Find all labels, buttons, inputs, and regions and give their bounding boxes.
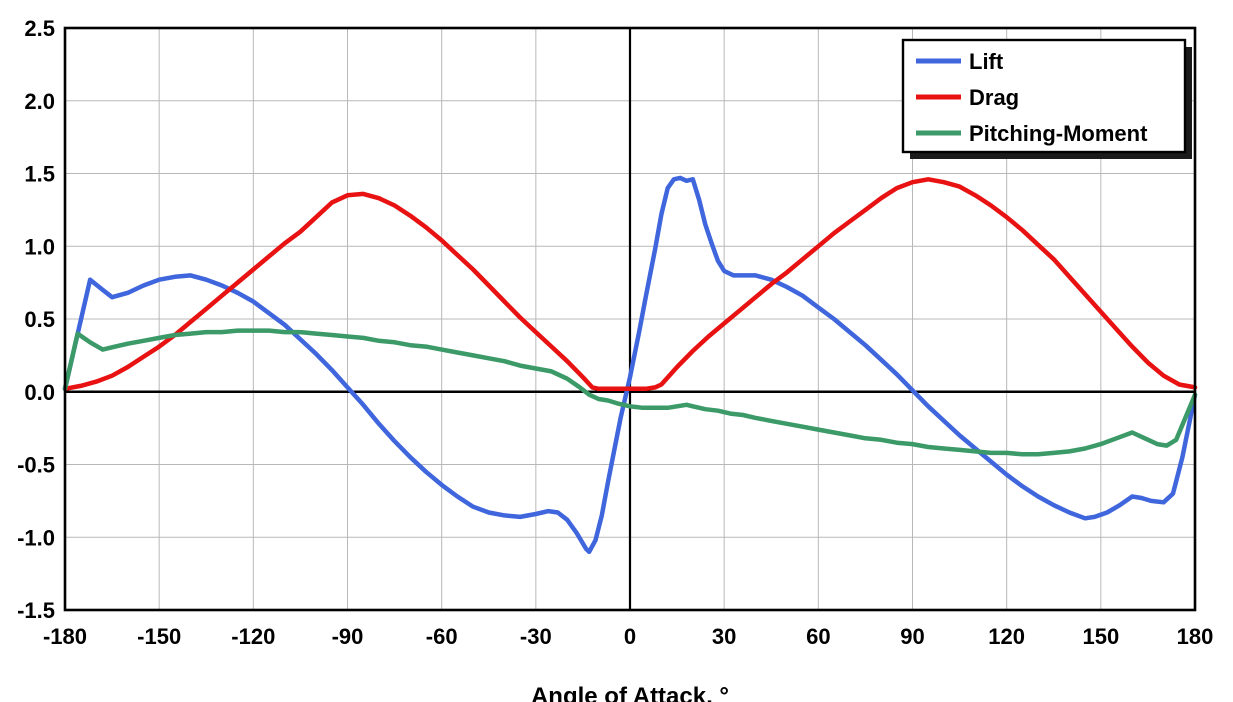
x-tick-label: 180	[1177, 624, 1214, 649]
x-tick-label: 0	[624, 624, 636, 649]
x-tick-label: -30	[520, 624, 552, 649]
x-tick-label: -120	[231, 624, 275, 649]
legend-item-pitching-moment: Pitching-Moment	[916, 121, 1148, 146]
x-tick-label: 30	[712, 624, 736, 649]
y-tick-label: 1.0	[24, 234, 55, 259]
x-tick-label: -180	[43, 624, 87, 649]
y-tick-label: 1.5	[24, 162, 55, 187]
legend-item-lift: Lift	[916, 49, 1004, 74]
y-tick-label: -1.0	[17, 525, 55, 550]
y-tick-label: -1.5	[17, 598, 55, 623]
y-tick-label: 2.0	[24, 89, 55, 114]
legend-label: Pitching-Moment	[969, 121, 1148, 146]
legend: Lift Drag Pitching-Moment	[901, 38, 1192, 159]
legend-label: Drag	[969, 85, 1019, 110]
series-line-drag	[62, 177, 1198, 392]
x-tick-label: 90	[900, 624, 924, 649]
x-tick-label: -90	[332, 624, 364, 649]
series-line-lift	[62, 175, 1198, 555]
y-tick-label: 0.0	[24, 380, 55, 405]
y-tick-label: -0.5	[17, 453, 55, 478]
y-tick-label: 0.5	[24, 307, 55, 332]
x-tick-label: -60	[426, 624, 458, 649]
legend-item-drag: Drag	[916, 85, 1019, 110]
x-tick-label: -150	[137, 624, 181, 649]
series-line-pitching-moment	[62, 328, 1198, 457]
x-tick-label: 150	[1082, 624, 1119, 649]
x-tick-label: 120	[988, 624, 1025, 649]
legend-label: Lift	[969, 49, 1004, 74]
x-axis-title: Angle of Attack, °	[531, 683, 729, 702]
plot-border	[63, 26, 1197, 612]
x-tick-label: 60	[806, 624, 830, 649]
y-tick-label: 2.5	[24, 16, 55, 41]
